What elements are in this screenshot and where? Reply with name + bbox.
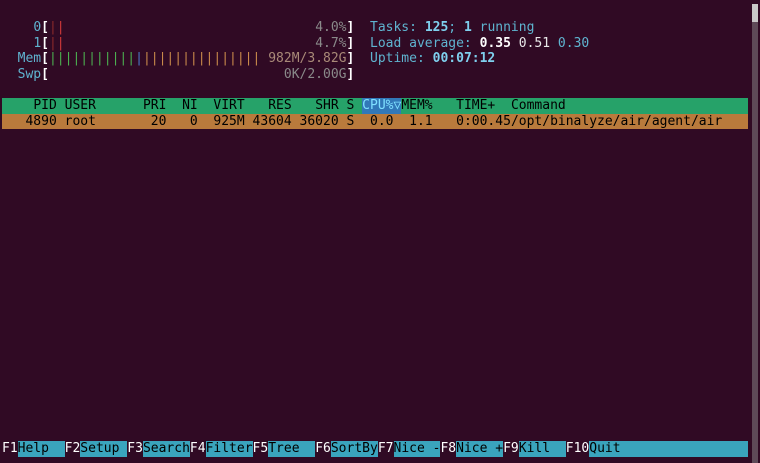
load-value: 0.30 — [557, 35, 590, 51]
process-cell: /opt/binalyze/air/agent/air — [510, 113, 723, 129]
process-cell: 4890 — [25, 113, 57, 129]
tasks-total: 125 — [424, 20, 449, 36]
column-header: MEM% — [401, 98, 433, 114]
function-key-bg — [393, 441, 441, 457]
meter-label: Swp — [17, 66, 42, 82]
column-header: USER — [64, 98, 96, 114]
meter-bars: | — [135, 51, 143, 67]
function-key-bg — [80, 441, 128, 457]
meter-label: Mem — [17, 51, 42, 67]
function-key: F10 — [565, 441, 590, 457]
column-header: TIME+ — [456, 98, 496, 114]
function-key: F4 — [189, 441, 206, 457]
column-header: Command — [510, 98, 566, 114]
sort-indicator: ▽ — [393, 98, 402, 114]
column-header: SHR — [315, 98, 339, 114]
load-value: 0.35 — [479, 35, 511, 51]
tasks-label: Tasks: — [370, 20, 417, 36]
meter-bars: | — [56, 20, 65, 36]
meter-bracket: ] — [346, 66, 355, 82]
function-key-bg — [330, 441, 378, 457]
tasks-separator: ; — [448, 20, 457, 36]
meter-bars: | — [48, 35, 57, 51]
function-key: F1 — [2, 441, 18, 457]
meter-bars: | — [48, 20, 57, 36]
function-key: F7 — [377, 441, 394, 457]
column-header: CPU% — [362, 98, 394, 114]
function-key-bg — [456, 441, 504, 457]
meter-value: 0K/2.00G — [283, 66, 347, 82]
load-label: Load average: — [370, 35, 472, 51]
function-key-bg — [518, 441, 566, 457]
column-header: RES — [268, 98, 292, 114]
uptime-value: 00:07:12 — [432, 51, 496, 67]
process-cell: 36020 — [299, 113, 339, 129]
scrollbar-thumb — [752, 4, 758, 22]
function-label: Kill — [518, 441, 551, 457]
meter-bars: ||||||||||| — [48, 51, 136, 67]
function-key: F8 — [440, 441, 457, 457]
meter-value: 4.0% — [315, 20, 347, 36]
meter-bars: | — [56, 35, 65, 51]
process-cell: 43604 — [252, 113, 292, 129]
process-cell: 1.1 — [409, 113, 433, 129]
column-header: S — [346, 98, 355, 114]
tasks-running: 1 — [463, 20, 472, 36]
function-label: Tree — [268, 441, 300, 457]
load-value: 0.51 — [518, 35, 551, 51]
meter-bracket: [ — [41, 35, 49, 51]
function-key-bg — [17, 441, 65, 457]
column-header: PRI — [142, 98, 167, 114]
function-label: Help — [17, 441, 49, 457]
tasks-running-label: running — [479, 20, 535, 36]
column-header: VIRT — [213, 98, 245, 114]
function-key-bg — [268, 441, 316, 457]
function-key: F5 — [252, 441, 269, 457]
meter-bracket: [ — [41, 66, 49, 82]
function-label: Search — [142, 441, 190, 457]
meter-label: 1 — [33, 35, 42, 51]
function-key: F2 — [64, 441, 81, 457]
column-header: PID — [33, 98, 57, 114]
meter-value: 982M/3.82G — [268, 51, 347, 67]
function-key-bg — [205, 441, 253, 457]
function-key: F6 — [315, 441, 331, 457]
meter-value: 4.7% — [315, 35, 347, 51]
function-label: Quit — [589, 441, 621, 457]
meter-label: 0 — [33, 20, 42, 36]
meter-bracket: ] — [346, 20, 355, 36]
meter-bracket: ] — [346, 51, 355, 67]
column-header: NI — [182, 98, 198, 114]
function-label: Filter — [205, 441, 253, 457]
sort-column-highlight — [362, 98, 402, 114]
process-cell: 0.0 — [370, 113, 394, 129]
meter-bracket: [ — [41, 51, 49, 67]
uptime-label: Uptime: — [370, 51, 425, 67]
function-key: F9 — [503, 441, 519, 457]
function-label: Setup — [80, 441, 120, 457]
process-cell: root — [64, 113, 96, 129]
meter-bracket: [ — [41, 20, 49, 36]
process-cell: 925M — [213, 113, 245, 129]
meter-bars: ||||||||||||||| — [142, 51, 261, 67]
selected-row-bar — [2, 113, 748, 130]
process-cell: 20 — [150, 113, 167, 129]
meter-bracket: ] — [346, 35, 355, 51]
function-key-bg — [589, 441, 748, 457]
function-key-bg — [142, 441, 190, 457]
function-label: Nice + — [456, 441, 504, 457]
function-label: Nice - — [393, 441, 441, 457]
process-cell: 0:00.45 — [456, 113, 511, 129]
scrollbar-track — [752, 4, 758, 463]
process-cell: S — [346, 113, 355, 129]
process-cell: 0 — [189, 113, 198, 129]
function-label: SortBy — [330, 441, 378, 457]
function-key: F3 — [127, 441, 143, 457]
